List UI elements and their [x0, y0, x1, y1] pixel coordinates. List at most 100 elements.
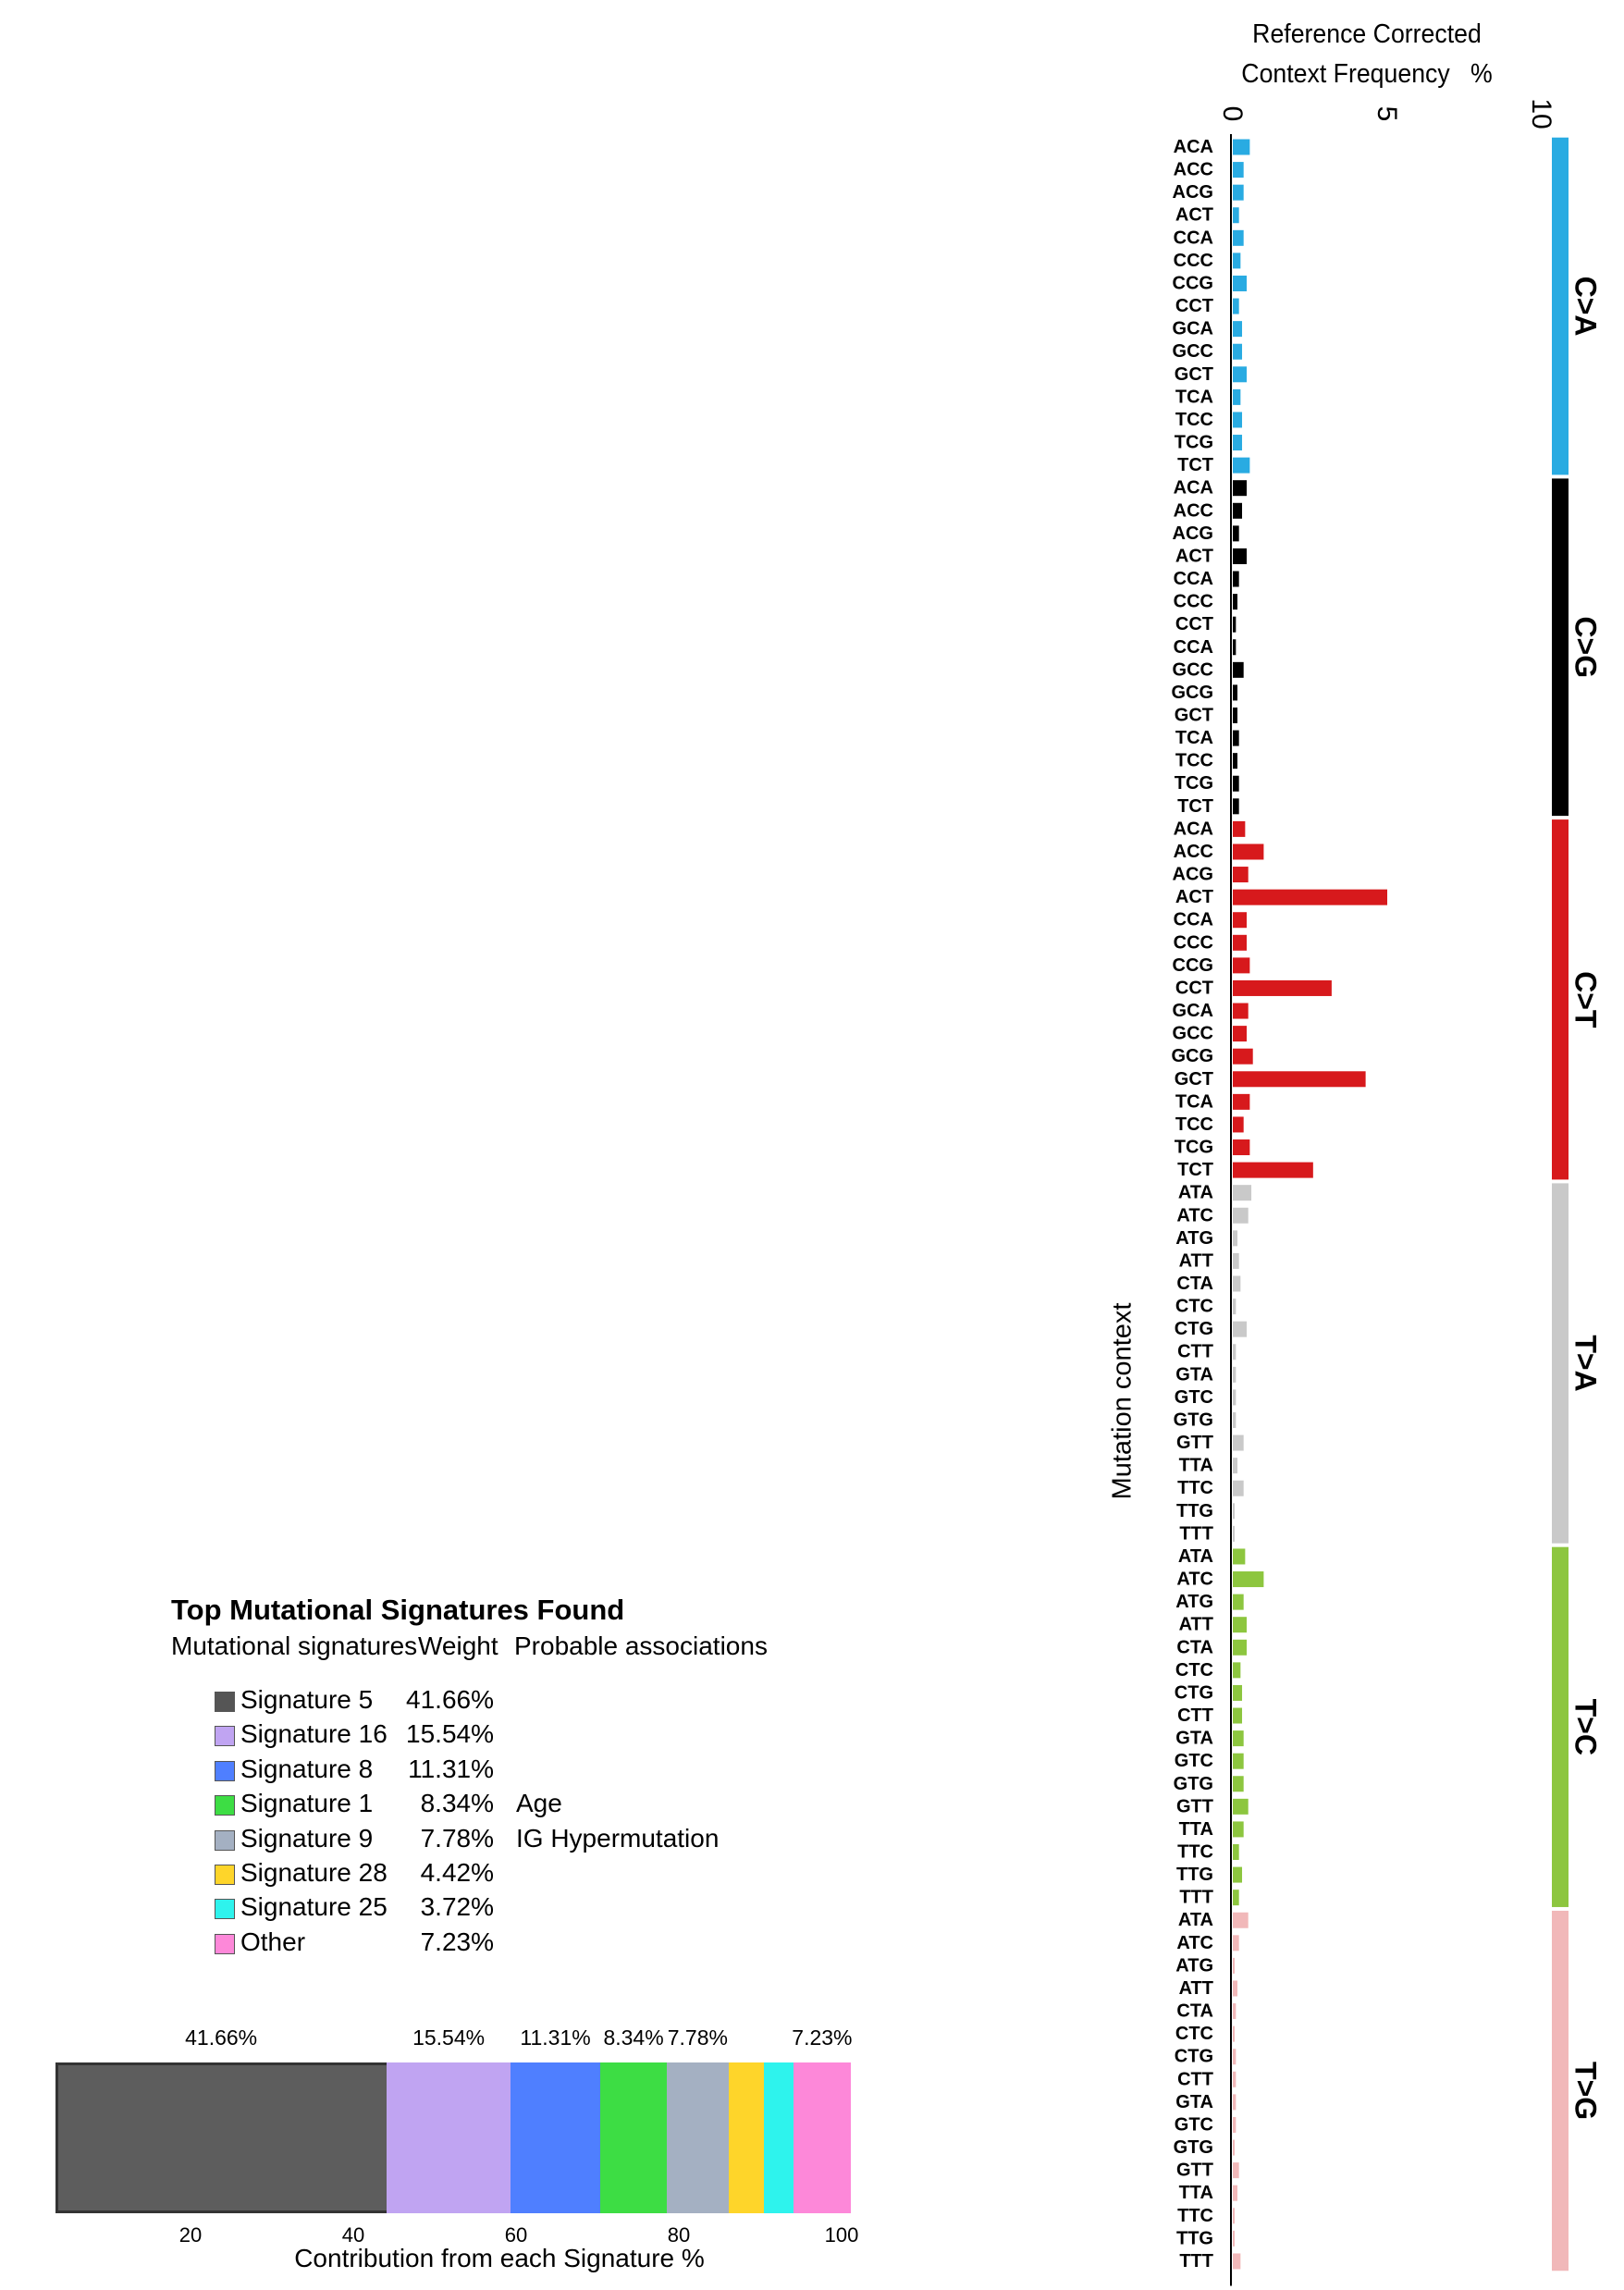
context-bar [1233, 2116, 1236, 2133]
legend-swatch [215, 1830, 235, 1851]
context-label: ACC [1174, 160, 1213, 180]
context-bar [1233, 1389, 1236, 1406]
context-bar [1233, 1776, 1244, 1792]
context-bar [1233, 1026, 1248, 1042]
stacked-segment-label: 11.31% [520, 2025, 591, 2050]
stacked-tick-label: 20 [178, 2223, 203, 2247]
context-label: GCA [1173, 1001, 1213, 1021]
context-label: ATG [1175, 1955, 1213, 1976]
context-label: TCC [1175, 1114, 1213, 1135]
context-bar [1233, 1890, 1239, 1906]
context-label: TCT [1177, 796, 1213, 817]
context-label: CTA [1176, 2001, 1213, 2022]
context-bar [1233, 1093, 1250, 1110]
context-label: ATT [1179, 1615, 1213, 1635]
context-label: TTT [1179, 2251, 1213, 2272]
context-label: GTA [1175, 1364, 1213, 1385]
context-label: GTC [1175, 1387, 1213, 1408]
context-label: GTA [1175, 1729, 1213, 1749]
context-label: TTA [1179, 2183, 1213, 2203]
context-label: CCC [1174, 932, 1213, 953]
context-bar [1233, 275, 1248, 291]
context-bar [1233, 2208, 1235, 2224]
context-bar [1233, 867, 1249, 883]
context-label: GTG [1174, 1774, 1213, 1794]
context-bar [1233, 1275, 1241, 1292]
legend-col-signature: Mutational signatures [171, 1631, 418, 1660]
context-bar [1233, 639, 1236, 656]
context-bar [1233, 321, 1243, 338]
context-label: ACT [1175, 205, 1213, 226]
context-bar [1233, 616, 1236, 633]
legend-title: Top Mutational Signatures Found [171, 1594, 625, 1626]
group-band [1552, 1910, 1569, 2272]
context-label: GCC [1173, 659, 1213, 680]
context-label: CTG [1175, 1319, 1213, 1339]
profile-title-line1: Reference Corrected [1252, 19, 1482, 49]
context-label: CCA [1174, 910, 1213, 930]
context-label: ATT [1179, 1978, 1213, 1999]
context-bar [1233, 1957, 1235, 1974]
context-bar [1233, 502, 1243, 519]
context-bar [1233, 2230, 1235, 2247]
group-band [1552, 819, 1569, 1180]
context-label: ACA [1174, 478, 1213, 499]
legend-signature-name: Signature 25 [240, 1892, 388, 1921]
context-label: CCT [1175, 296, 1213, 316]
group-label: T>A [1569, 1335, 1603, 1391]
context-bar [1233, 1821, 1244, 1838]
context-label: CTC [1175, 1297, 1213, 1317]
profile-title-line2: Context Frequency [1241, 59, 1450, 89]
legend-weight: 11.31% [408, 1754, 494, 1783]
context-label: GCC [1173, 341, 1213, 362]
context-label: TCC [1175, 751, 1213, 771]
context-bar [1233, 1684, 1243, 1701]
context-label: CTT [1177, 1705, 1213, 1726]
context-label: TTG [1176, 2228, 1213, 2248]
profile-tick-label: 5 [1372, 106, 1402, 122]
context-label: TTT [1179, 1888, 1213, 1908]
context-label: ATC [1176, 1205, 1213, 1225]
context-label: TCG [1175, 1138, 1213, 1158]
legend-signature-name: Other [240, 1927, 306, 1956]
context-bar [1233, 1753, 1244, 1769]
context-label: CTA [1176, 1274, 1213, 1294]
stacked-segment [387, 2062, 511, 2213]
stacked-segment [793, 2062, 851, 2213]
context-label: GTG [1174, 2137, 1213, 2158]
context-label: GTC [1175, 2114, 1213, 2135]
group-label: T>C [1569, 1699, 1603, 1755]
context-bar [1233, 252, 1241, 269]
context-bar [1233, 798, 1239, 815]
stacked-tick-label: 60 [504, 2223, 528, 2247]
context-label: CTG [1175, 2047, 1213, 2067]
context-bar [1233, 480, 1248, 497]
context-bar [1233, 1548, 1246, 1565]
context-label: ACT [1175, 887, 1213, 907]
context-label: TTA [1179, 1819, 1213, 1840]
context-bar [1233, 1912, 1249, 1928]
context-label: CTT [1177, 1342, 1213, 1362]
legend-weight: 8.34% [420, 1789, 494, 1817]
context-bar [1233, 1594, 1244, 1610]
profile-yaxis-label: Mutation context [1108, 1303, 1138, 1500]
legend-weight: 41.66% [406, 1685, 494, 1714]
context-label: TTG [1176, 1501, 1213, 1521]
stacked-xlabel: Contribution from each Signature % [294, 2244, 705, 2272]
context-bar [1233, 571, 1239, 587]
group-label: T>G [1569, 2062, 1603, 2120]
context-label: GCG [1171, 683, 1213, 703]
legend-signature-name: Signature 16 [240, 1719, 388, 1748]
legend-signature-name: Signature 28 [240, 1858, 388, 1887]
context-bar [1233, 912, 1248, 929]
context-bar [1233, 1003, 1249, 1019]
context-bar [1233, 1480, 1244, 1496]
context-label: GCT [1175, 364, 1213, 385]
context-bar [1233, 1458, 1238, 1474]
context-label: CTG [1175, 1682, 1213, 1703]
legend-signature-name: Signature 5 [240, 1685, 374, 1714]
context-label: ATA [1178, 1910, 1213, 1930]
context-bar [1233, 1639, 1248, 1656]
stacked-tick-label: 40 [341, 2223, 365, 2247]
